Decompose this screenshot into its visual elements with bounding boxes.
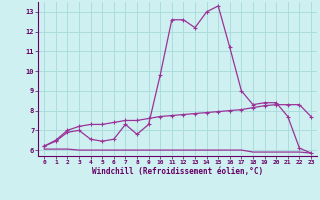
X-axis label: Windchill (Refroidissement éolien,°C): Windchill (Refroidissement éolien,°C) [92, 167, 263, 176]
